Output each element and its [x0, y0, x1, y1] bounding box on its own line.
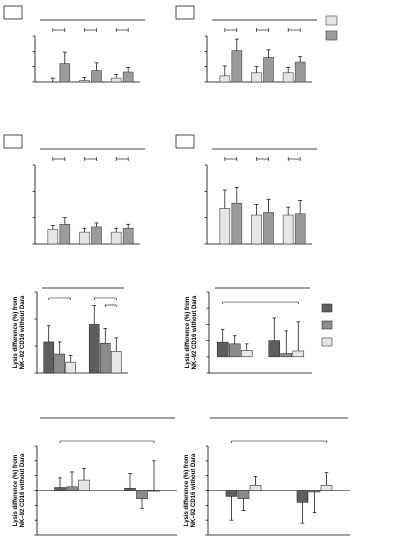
- legend-swatch: [325, 30, 338, 41]
- chart-panel-E-LP–1 CD38–KO: Lysis difference (%) fromNK–92 CD16 with…: [13, 417, 177, 536]
- bar: [54, 487, 66, 491]
- bar: [216, 341, 229, 358]
- bar: [249, 485, 262, 491]
- bar: [308, 490, 321, 493]
- legend-swatch: [325, 15, 338, 26]
- bar: [294, 61, 306, 83]
- bar: [79, 80, 90, 83]
- time-box: [175, 134, 195, 149]
- y-axis-label: Lysis difference (%) fromNK–92 CD16 with…: [184, 453, 197, 527]
- bar: [263, 57, 274, 83]
- bar: [296, 490, 309, 503]
- bar: [59, 223, 71, 245]
- bar: [282, 214, 294, 245]
- bar: [225, 490, 238, 497]
- chart-panel-right-4h: [175, 5, 317, 83]
- bar: [122, 71, 134, 83]
- bar: [99, 342, 111, 374]
- bar: [66, 486, 78, 491]
- y-axis-label: Lysis difference (%) fromNK–92 CD16 with…: [185, 295, 198, 369]
- bar: [237, 490, 250, 499]
- bar: [47, 229, 59, 245]
- bar: [268, 340, 281, 358]
- bar: [263, 212, 274, 245]
- bar: [88, 324, 100, 374]
- legend-swatch: [321, 337, 333, 347]
- y-axis-label-line: Lysis difference (%) from: [185, 297, 191, 368]
- bar: [148, 490, 160, 492]
- bar: [251, 214, 262, 245]
- y-axis-label: Lysis difference (%) fromNK–92 CD16 with…: [13, 295, 26, 369]
- bar: [110, 77, 122, 83]
- bar: [110, 231, 122, 245]
- bar: [231, 202, 243, 245]
- time-box: [3, 134, 23, 149]
- y-axis-label: Lysis difference (%) fromNK–92 CD16 with…: [13, 453, 26, 527]
- bar: [91, 226, 102, 245]
- bar: [219, 208, 231, 245]
- legend-cd: [321, 303, 333, 347]
- bar: [79, 231, 90, 245]
- bar: [240, 350, 253, 358]
- bar: [78, 479, 90, 491]
- bar: [282, 72, 294, 83]
- chart-panel-B-2h: [3, 134, 145, 245]
- y-axis-label-line: Lysis difference (%) from: [184, 455, 190, 526]
- bar: [251, 72, 262, 83]
- chart-panel-right-RPMI–8226 CD38–KO: Lysis difference (%) fromNK–92 CD16 with…: [184, 417, 350, 536]
- chart-panel-A-2h: [3, 5, 145, 83]
- chart-panel-D-RPMI–8226: Lysis difference (%) fromNK–92 CD16 with…: [185, 287, 312, 374]
- time-box: [175, 5, 195, 20]
- y-axis-label-line: NK–92 CD16 without Dara: [20, 453, 26, 527]
- time-box: [3, 5, 23, 20]
- chart-panel-right-4h: [175, 134, 317, 245]
- bar: [231, 50, 243, 83]
- legend-ab: [325, 15, 338, 41]
- bar: [124, 487, 136, 491]
- chart-panel-C-LP–1: Lysis difference (%) fromNK–92 CD16 with…: [13, 287, 128, 374]
- bar: [292, 350, 305, 358]
- bar: [219, 75, 231, 83]
- bar: [65, 361, 77, 374]
- legend-swatch: [321, 303, 333, 313]
- bar: [91, 70, 102, 83]
- bar: [320, 485, 333, 491]
- legend-swatch: [321, 320, 333, 330]
- bar: [43, 341, 55, 374]
- bar: [59, 63, 71, 83]
- y-axis-label-line: NK–92 CD16 without Dara: [20, 295, 26, 369]
- bar: [122, 227, 134, 245]
- bar: [110, 351, 122, 374]
- y-axis-label-line: NK–92 CD16 without Dara: [191, 453, 197, 527]
- y-axis-label-line: Lysis difference (%) from: [13, 455, 19, 526]
- bar: [54, 353, 66, 374]
- bar: [294, 213, 306, 245]
- bar: [228, 343, 241, 358]
- bar: [280, 353, 293, 358]
- y-axis-label-line: NK–92 CD16 without Dara: [192, 295, 198, 369]
- y-axis-label-line: Lysis difference (%) from: [13, 297, 19, 368]
- bar: [136, 490, 148, 499]
